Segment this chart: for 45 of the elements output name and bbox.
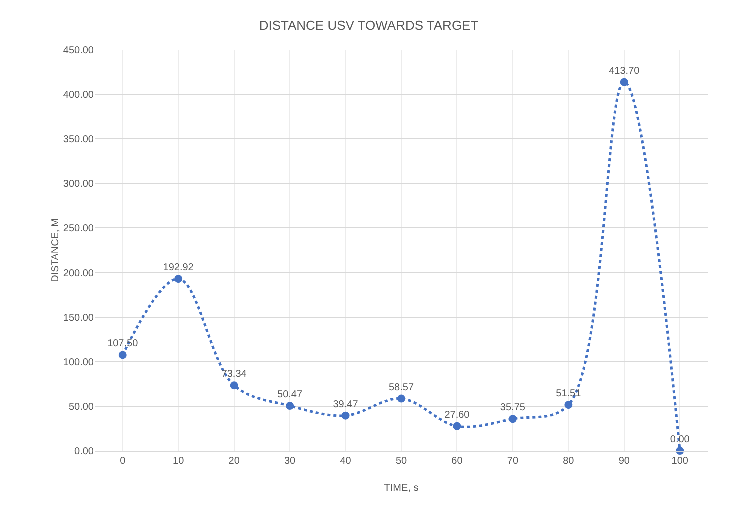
x-axis-title: TIME, s — [384, 483, 419, 494]
y-tick-label: 450.00 — [63, 46, 94, 56]
point — [286, 402, 294, 410]
x-tick-label: 90 — [618, 456, 630, 467]
data-label: 35.75 — [500, 402, 526, 414]
data-label: 39.47 — [333, 399, 359, 410]
x-tick-label: 100 — [672, 456, 689, 467]
point — [564, 401, 573, 410]
point — [118, 351, 127, 360]
y-tick-label: 0.00 — [74, 446, 94, 458]
point — [230, 382, 238, 390]
y-tick-label: 100.00 — [63, 357, 94, 368]
x-tick-label: 80 — [563, 456, 575, 467]
data-label: 27.60 — [444, 410, 470, 421]
data-label: 50.47 — [278, 390, 303, 401]
x-tick-label: 70 — [507, 456, 519, 467]
x-tick-label: 20 — [228, 456, 240, 467]
x-tick-label: 30 — [284, 456, 296, 467]
x-tick-label: 50 — [396, 456, 408, 467]
y-tick-label: 50.00 — [68, 402, 94, 413]
x-tick-label: 10 — [173, 456, 185, 467]
chart-title: DISTANCE USV TOWARDS TARGET — [259, 18, 479, 33]
y-tick-label: 250.00 — [63, 224, 94, 235]
data-label: 51.51 — [556, 388, 582, 400]
x-tick-label: 40 — [340, 456, 352, 467]
y-tick-label: 300.00 — [63, 179, 94, 190]
data-label: 192.92 — [163, 262, 194, 274]
y-tick-label: 400.00 — [63, 90, 94, 102]
point — [620, 78, 628, 86]
x-tick-label: 60 — [452, 456, 464, 467]
point — [342, 412, 350, 420]
data-label: 58.57 — [388, 382, 414, 394]
point — [174, 275, 183, 284]
x-tick-label: 0 — [120, 456, 126, 467]
data-label: 73.34 — [222, 369, 248, 380]
data-label: 107.50 — [108, 338, 139, 350]
data-label: 0.00 — [670, 434, 690, 446]
point — [453, 422, 462, 430]
point — [508, 415, 517, 424]
y-tick-label: 150.00 — [63, 312, 94, 324]
y-tick-label: 200.00 — [63, 268, 94, 280]
y-axis-title: DISTANCE, M — [50, 218, 62, 282]
data-label: 413.70 — [609, 66, 640, 77]
y-tick-label: 350.00 — [63, 134, 94, 146]
point — [398, 394, 406, 403]
